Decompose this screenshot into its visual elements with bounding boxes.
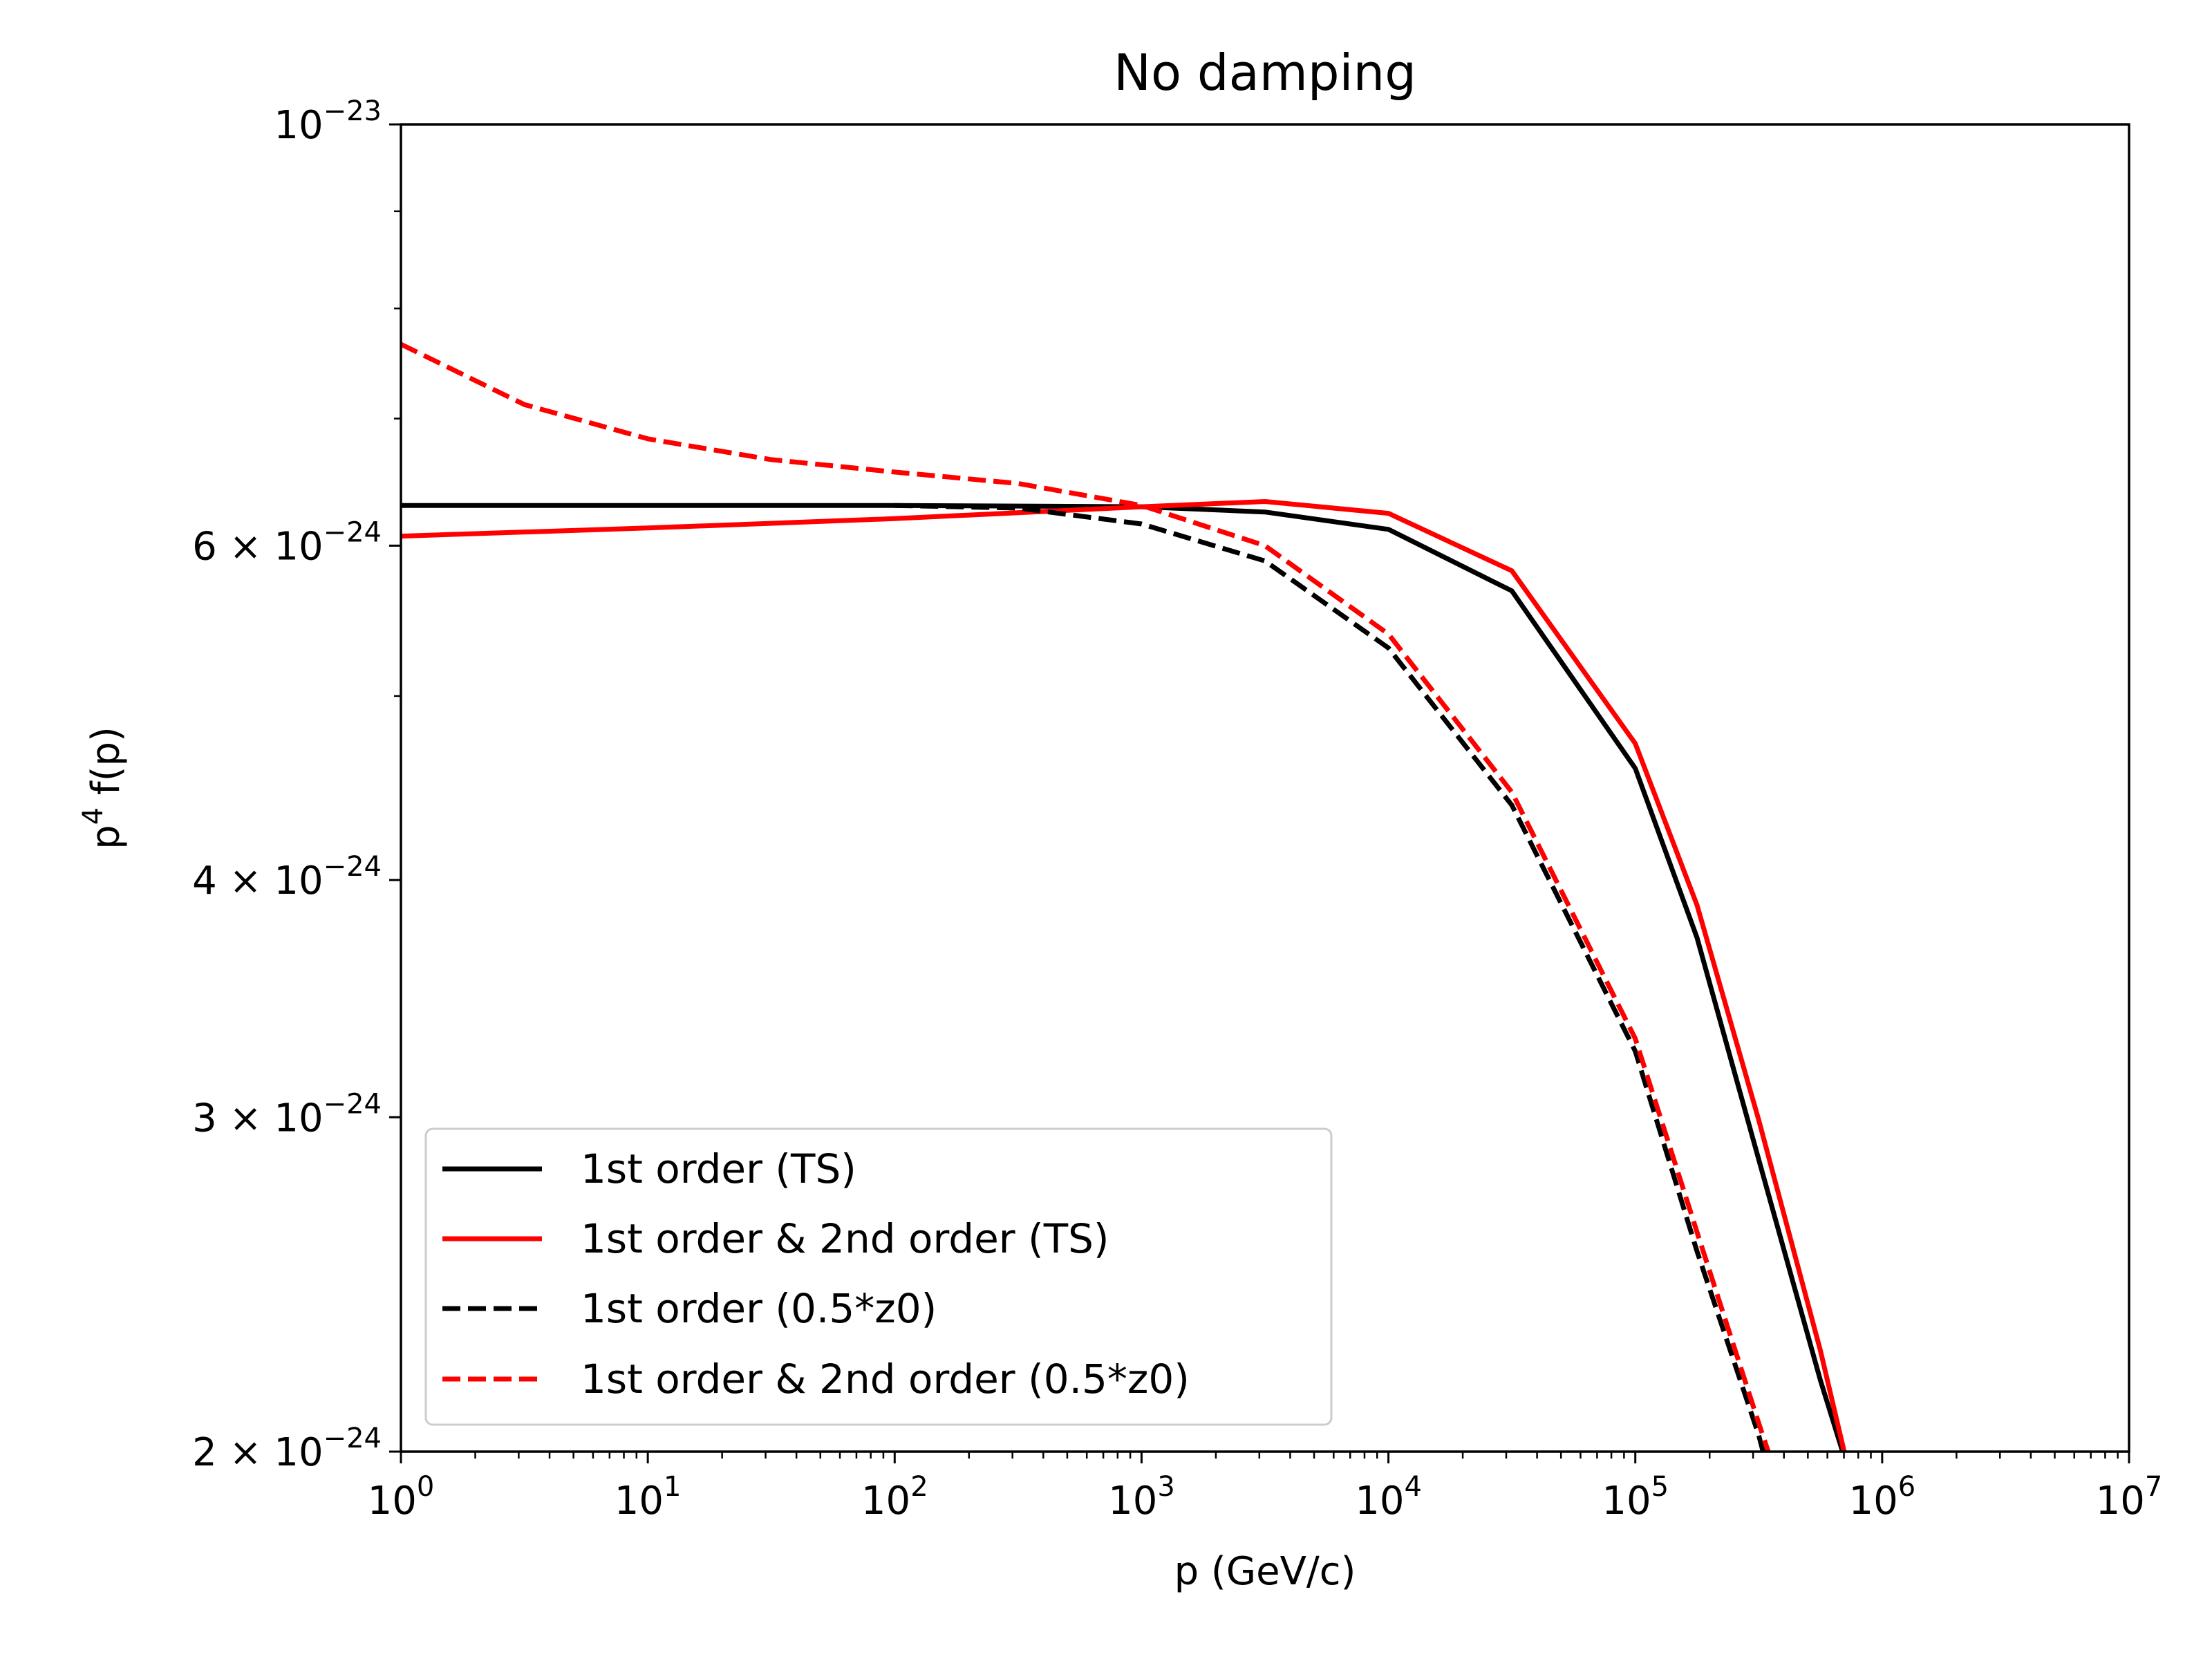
y-tick-label: 4 × 10−24 — [192, 851, 382, 903]
x-axis-label: p (GeV/c) — [1174, 1549, 1356, 1594]
series-layer — [401, 341, 1847, 1452]
y-axis: 10−23 6 × 10−24 4 × 10−24 3 × 10−24 2 × 10−2… — [192, 95, 401, 1475]
x-tick-label: 102 — [861, 1471, 928, 1524]
y-tick-label: 10−23 — [274, 95, 382, 148]
y-tick-label: 2 × 10−24 — [192, 1423, 382, 1475]
series-line-3 — [401, 341, 1771, 1452]
series-line-0 — [401, 503, 1846, 1452]
y-tick-label: 3 × 10−24 — [192, 1088, 382, 1141]
series-line-2 — [894, 503, 1766, 1452]
chart-title: No damping — [1114, 44, 1416, 102]
legend-label-1st-order-half-z0: 1st order (0.5*z0) — [581, 1285, 937, 1332]
plot-frame — [400, 123, 2130, 1453]
x-axis: 100 101 102 103 104 105 106 107 — [368, 1452, 2163, 1524]
y-tick-label: 6 × 10−24 — [192, 516, 382, 569]
x-tick-label: 100 — [368, 1471, 435, 1524]
x-tick-label: 107 — [2096, 1471, 2163, 1524]
x-tick-label: 101 — [615, 1471, 682, 1524]
legend-label-1st-2nd-order-half-z0: 1st order & 2nd order (0.5*z0) — [581, 1356, 1190, 1403]
x-tick-label: 106 — [1848, 1471, 1915, 1524]
legend-frame — [424, 1127, 1333, 1426]
legend-label-1st-order-ts: 1st order (TS) — [581, 1145, 856, 1192]
x-tick-label: 104 — [1355, 1471, 1422, 1524]
y-axis-label: p4 f(p) — [77, 727, 129, 850]
legend-label-1st-2nd-order-ts: 1st order & 2nd order (TS) — [581, 1215, 1109, 1262]
legend: 1st order (TS) 1st order & 2nd order (TS… — [424, 1127, 1333, 1426]
x-tick-label: 105 — [1602, 1471, 1669, 1524]
x-tick-label: 103 — [1108, 1471, 1175, 1524]
series-line-1 — [401, 499, 1847, 1452]
